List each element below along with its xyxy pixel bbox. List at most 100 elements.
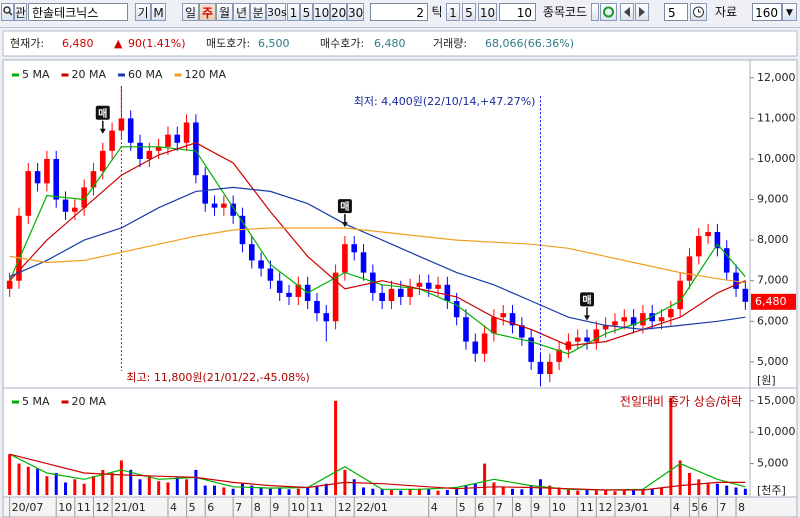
signal-label: 매 (98, 107, 107, 120)
x-tick-label: 6 (701, 501, 708, 514)
info-value: 90(1.41%) (128, 37, 186, 50)
signal-label: 매 (340, 200, 349, 213)
tick-input[interactable]: 10 (499, 3, 536, 21)
tick-button[interactable]: 5 (462, 3, 476, 21)
period-button[interactable]: 분 (250, 3, 266, 21)
annotation-label: 최고: 11,800원(21/01/22,-45.08%) (126, 371, 309, 384)
next-button[interactable] (635, 3, 649, 21)
candle-body (640, 313, 646, 326)
candle-body (276, 280, 283, 293)
volume-bar (576, 490, 580, 495)
candle-body (53, 158, 60, 200)
y-tick-label: 10,000 (757, 425, 796, 438)
current-price-box (751, 293, 796, 310)
volume-bar (613, 491, 617, 495)
period-button[interactable]: 5 (300, 3, 313, 21)
volume-bar (371, 488, 375, 495)
candle-body (193, 122, 199, 176)
volume-bar (715, 483, 719, 495)
volume-bar (604, 489, 608, 495)
stock-name-input[interactable]: 한솔테크닉스 (28, 3, 128, 21)
candle-body (286, 292, 292, 297)
refresh-button[interactable] (600, 3, 617, 21)
y-tick-label: 12,000 (757, 71, 796, 84)
period-button[interactable]: 30 (347, 3, 364, 21)
candle-body (267, 268, 274, 281)
tick-count-input[interactable]: 2 (370, 3, 428, 21)
chart-type-button[interactable]: 기 (135, 3, 151, 21)
volume-bar (455, 488, 459, 495)
candle-body (621, 317, 628, 322)
signal-icon (580, 292, 595, 307)
candle-body (723, 248, 730, 273)
candle-body (127, 118, 134, 143)
info-bar (2, 30, 798, 57)
chart-type-button[interactable]: M (151, 3, 166, 21)
info-value: 6,480 (374, 37, 406, 50)
candle-body (323, 313, 330, 322)
volume-bar (492, 482, 496, 495)
volume-bar (650, 488, 654, 495)
x-tick-label: 5 (459, 501, 466, 514)
x-tick-label: 11 (580, 501, 594, 514)
data-count-dropdown[interactable]: ▼ (782, 3, 797, 21)
volume-bar (45, 476, 49, 495)
period-button[interactable]: 1 (287, 3, 300, 21)
volume-bar (548, 485, 552, 495)
chart-frame (2, 59, 798, 517)
candle-body (519, 325, 525, 338)
period-button[interactable]: 년 (233, 3, 250, 21)
period-button[interactable]: 일 (182, 3, 199, 21)
candle-body (742, 288, 749, 302)
info-value: 6,480 (62, 37, 94, 50)
code-dropdown[interactable] (591, 3, 599, 21)
volume-bar (138, 479, 142, 495)
x-tick-label: 8 (254, 501, 261, 514)
candle-body (593, 329, 600, 342)
volume-bar (697, 479, 701, 495)
search-button[interactable] (1, 3, 14, 21)
candle-body (360, 252, 367, 273)
volume-bar (213, 485, 217, 495)
step-input[interactable]: 5 (664, 3, 688, 21)
tick-button[interactable]: 10 (478, 3, 497, 21)
y-tick-label: 11,000 (757, 111, 796, 124)
legend-label: 120 MA (185, 68, 227, 81)
volume-bar (706, 482, 710, 495)
y-tick-label: 10,000 (757, 152, 796, 165)
candle-body (425, 282, 432, 289)
ma-line (9, 146, 746, 355)
prev-button[interactable] (620, 3, 634, 21)
clock-button[interactable] (690, 3, 707, 21)
x-tick-label: 4 (431, 501, 438, 514)
volume-bar (687, 473, 691, 495)
candle-body (221, 203, 227, 208)
volume-bar (483, 463, 487, 495)
volume-bar (362, 487, 366, 495)
x-tick-label: 6 (477, 501, 484, 514)
volume-bar (389, 489, 393, 495)
x-tick-label: 9 (272, 501, 279, 514)
period-button[interactable]: 30s (266, 3, 287, 21)
candle-body (351, 244, 358, 253)
ma-line (9, 453, 746, 491)
period-button[interactable]: 20 (330, 3, 347, 21)
volume-bar (594, 490, 598, 495)
period-button[interactable]: 주 (199, 3, 216, 21)
period-button[interactable]: 10 (313, 3, 330, 21)
volume-bar (36, 468, 40, 495)
candle-body (668, 309, 674, 318)
candle-body (81, 187, 87, 208)
period-button[interactable]: 월 (216, 3, 233, 21)
x-tick-label: 6 (207, 501, 214, 514)
watch-button[interactable]: 관 (14, 3, 27, 21)
data-count-input[interactable]: 160 (752, 3, 782, 21)
tick-button[interactable]: 1 (446, 3, 460, 21)
volume-bar (278, 487, 282, 495)
info-value: 68,066(66.36%) (485, 37, 574, 50)
volume-bar (427, 489, 431, 495)
candle-body (314, 301, 320, 314)
signal-icon (95, 105, 110, 120)
candle-body (491, 317, 497, 334)
volume-bar (529, 485, 533, 495)
